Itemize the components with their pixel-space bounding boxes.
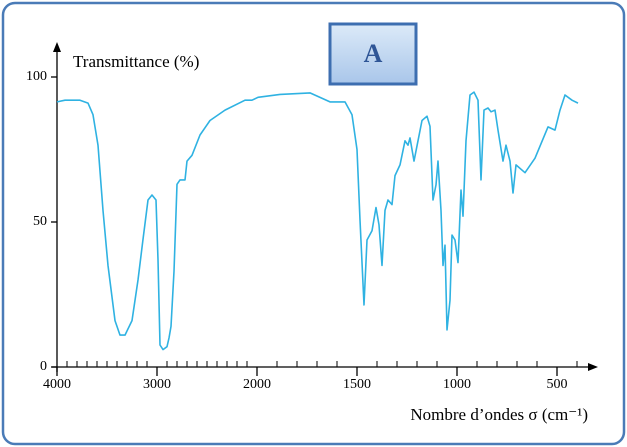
y-tick-label: 100 [26,69,47,84]
chart-title: A [364,39,383,68]
x-tick-label: 500 [547,377,568,392]
y-tick-label: 0 [40,359,47,374]
y-axis-label: Transmittance (%) [73,52,199,71]
y-tick-label: 50 [33,214,47,229]
x-axis-label: Nombre d’ondes σ (cm⁻¹) [410,405,588,424]
x-tick-label: 3000 [143,377,171,392]
x-tick-label: 4000 [43,377,71,392]
spectrum-line [56,91,579,351]
x-arrow [588,363,598,371]
title-box [328,22,418,86]
x-tick-label: 1000 [443,377,471,392]
x-tick-label: 1500 [343,377,371,392]
x-tick-label: 2000 [243,377,271,392]
y-arrow [53,42,61,52]
